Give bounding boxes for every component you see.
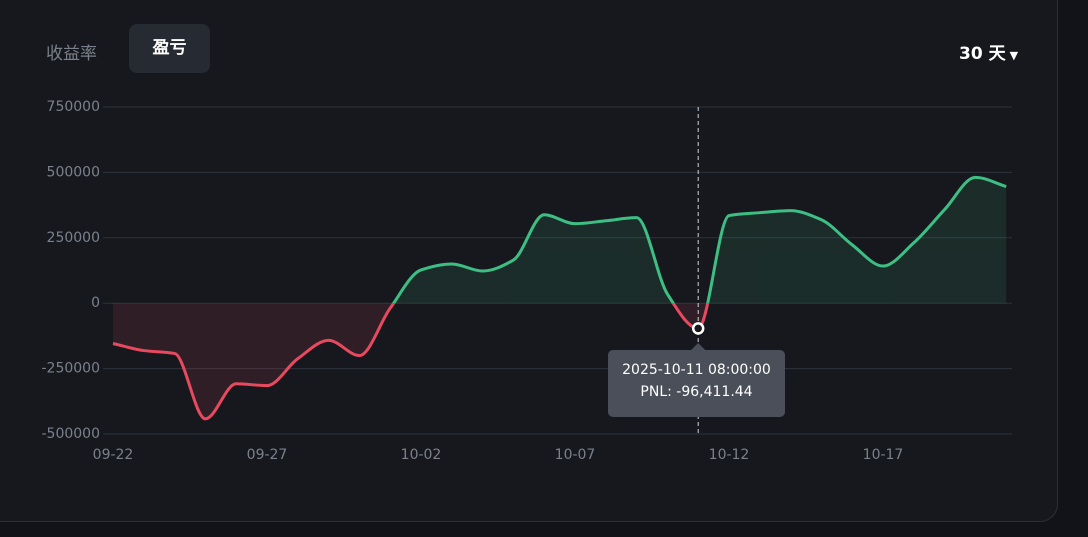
area (113, 177, 1007, 419)
x-tick-label: 09-27 (247, 447, 288, 463)
x-tick-label: 09-22 (93, 447, 134, 463)
range-label: 30 天 (959, 44, 1006, 64)
tooltip-title: 2025-10-11 08:00:00 (622, 362, 771, 378)
tab[interactable]: 收益率 (46, 44, 97, 64)
tooltip: 2025-10-11 08:00:00 PNL: -96,411.44 (608, 350, 785, 417)
tab-selected[interactable]: 盈亏 (129, 24, 210, 73)
x-tick-label: 10-12 (709, 447, 750, 463)
hover-point (691, 322, 705, 335)
range-selector[interactable]: 30 天 ▼ (959, 39, 1018, 64)
y-tick-label: -250000 (42, 361, 101, 377)
y-tick-label: 250000 (47, 230, 100, 246)
line (112, 175, 1007, 421)
y-tick-label: 500000 (47, 164, 100, 180)
caret: ▼ (1009, 49, 1019, 62)
x-tick-label: 10-07 (555, 447, 596, 463)
x-tick-label: 10-17 (863, 447, 904, 463)
y-tick-label: 750000 (47, 99, 100, 115)
tooltip-label: PNL: -96,411.44 (640, 384, 753, 400)
x-tick-label: 10-02 (401, 447, 442, 463)
y-tick-label: 0 (91, 295, 100, 311)
y-tick-label: -500000 (42, 426, 101, 442)
tooltip-arrow (691, 343, 706, 350)
